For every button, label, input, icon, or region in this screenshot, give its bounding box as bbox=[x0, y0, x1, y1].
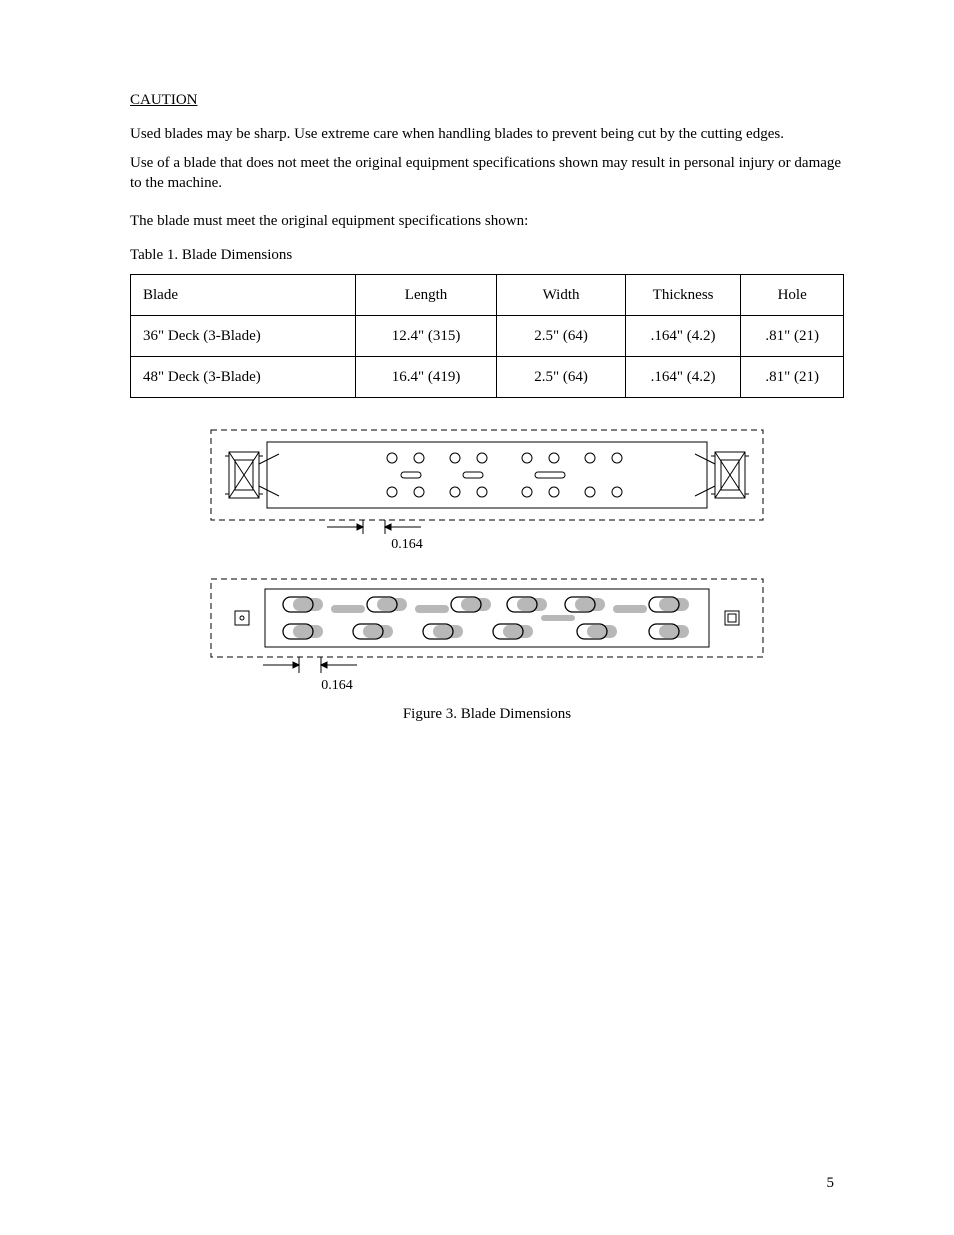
figure-top: 0.164 bbox=[130, 424, 844, 555]
cell: 2.5" (64) bbox=[497, 315, 626, 356]
col-length: Length bbox=[355, 274, 497, 315]
col-thickness: Thickness bbox=[625, 274, 741, 315]
cell: 16.4" (419) bbox=[355, 357, 497, 398]
table-header-row: Blade Length Width Thickness Hole bbox=[131, 274, 844, 315]
cell: .81" (21) bbox=[741, 315, 844, 356]
blade-dimensions-table: Blade Length Width Thickness Hole 36" De… bbox=[130, 274, 844, 399]
fig-top-dimension: 0.164 bbox=[391, 536, 423, 555]
fig-bottom-dimension: 0.164 bbox=[321, 677, 353, 696]
figure-bottom: 0.164 Figure 3. Blade Dimensions bbox=[130, 575, 844, 724]
cell: 2.5" (64) bbox=[497, 357, 626, 398]
col-width: Width bbox=[497, 274, 626, 315]
cell: .164" (4.2) bbox=[625, 315, 741, 356]
page-number: 5 bbox=[827, 1173, 835, 1193]
cell: .164" (4.2) bbox=[625, 357, 741, 398]
intro-text: The blade must meet the original equipme… bbox=[130, 211, 844, 231]
table-caption: Table 1. Blade Dimensions bbox=[130, 245, 844, 265]
caution-text-1: Used blades may be sharp. Use extreme ca… bbox=[130, 124, 844, 144]
figure-caption: Figure 3. Blade Dimensions bbox=[403, 704, 571, 724]
col-hole: Hole bbox=[741, 274, 844, 315]
caution-block: CAUTION Used blades may be sharp. Use ex… bbox=[130, 90, 844, 193]
caution-heading: CAUTION bbox=[130, 90, 198, 110]
col-blade: Blade bbox=[131, 274, 356, 315]
caution-text-2: Use of a blade that does not meet the or… bbox=[130, 153, 844, 194]
cell: 48" Deck (3-Blade) bbox=[131, 357, 356, 398]
table-row: 48" Deck (3-Blade) 16.4" (419) 2.5" (64)… bbox=[131, 357, 844, 398]
blade-top-view-icon bbox=[207, 424, 767, 534]
cell: 12.4" (315) bbox=[355, 315, 497, 356]
cell: .81" (21) bbox=[741, 357, 844, 398]
table-row: 36" Deck (3-Blade) 12.4" (315) 2.5" (64)… bbox=[131, 315, 844, 356]
page: CAUTION Used blades may be sharp. Use ex… bbox=[0, 0, 954, 1235]
cell: 36" Deck (3-Blade) bbox=[131, 315, 356, 356]
figures-block: 0.164 bbox=[130, 424, 844, 724]
blade-side-view-icon bbox=[207, 575, 767, 675]
